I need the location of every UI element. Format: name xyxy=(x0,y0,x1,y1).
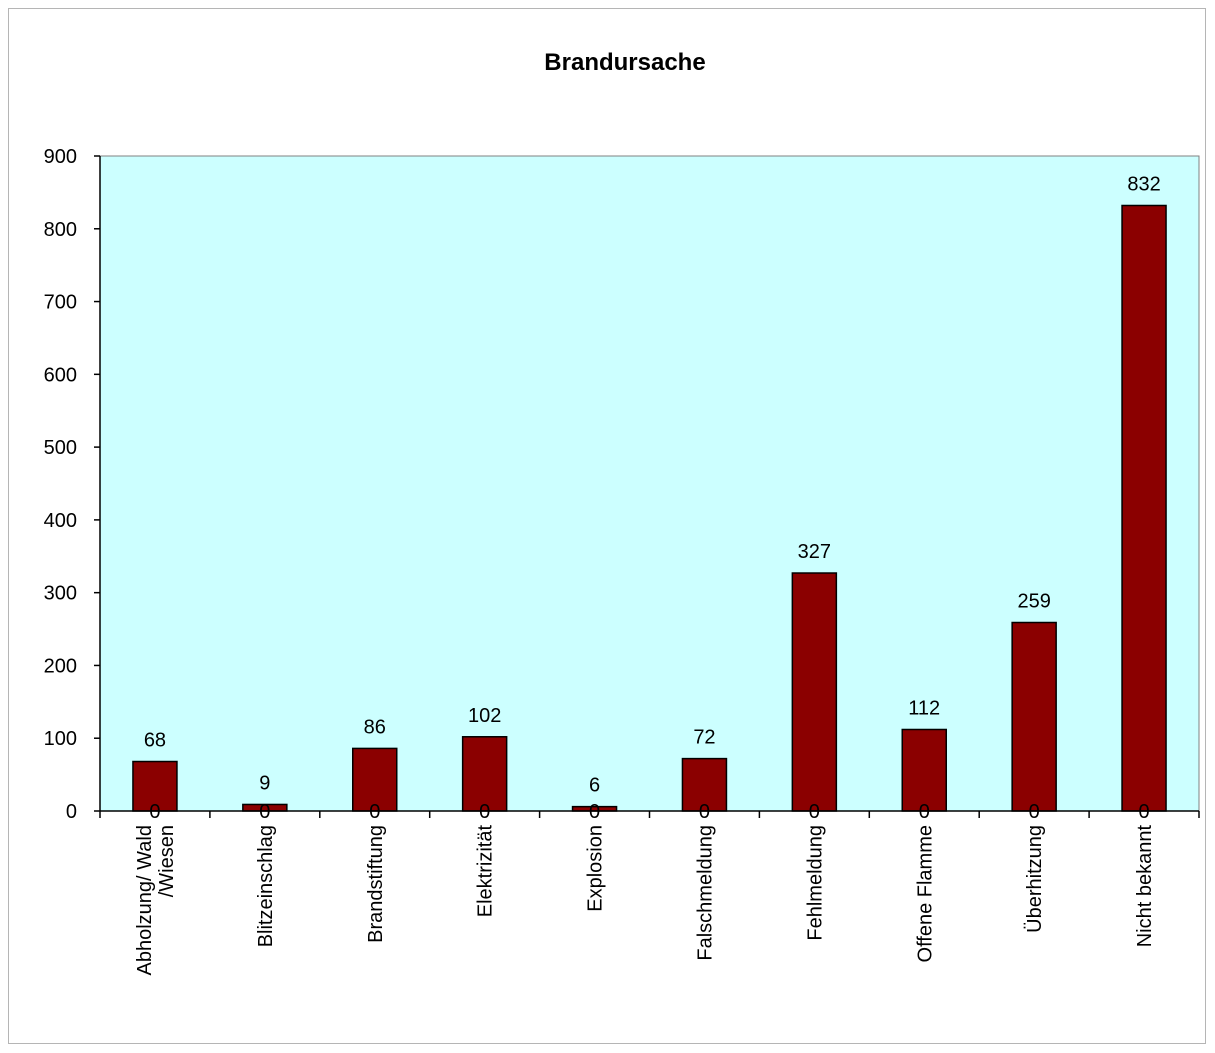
chart-title: Brandursache xyxy=(544,49,705,76)
bars xyxy=(132,204,1167,812)
bar xyxy=(352,747,398,812)
y-tick-label: 100 xyxy=(44,728,77,750)
bar xyxy=(791,572,838,812)
x-tick-label: Überhitzung xyxy=(1024,825,1046,933)
x-tick-label: Abholzung/ Wald xyxy=(134,825,156,975)
x-tick-label-group: Brandstiftung xyxy=(365,825,387,943)
data-label-series-2: 0 xyxy=(479,801,490,823)
data-label-series-2: 0 xyxy=(919,801,930,823)
data-label-series-2: 0 xyxy=(1138,801,1149,823)
x-tick-label: Offene Flamme xyxy=(914,825,936,962)
data-label-series-2: 0 xyxy=(259,801,270,823)
data-label: 86 xyxy=(364,716,386,738)
x-tick-label-group: Elektrizität xyxy=(475,825,497,918)
y-tick-label: 500 xyxy=(44,437,77,459)
y-tick-label: 400 xyxy=(44,510,77,532)
data-label: 9 xyxy=(259,772,270,794)
data-label-series-2: 0 xyxy=(699,801,710,823)
x-tick-label-group: Falschmeldung xyxy=(694,825,716,961)
x-tick-label-group: Blitzeinschlag xyxy=(255,825,277,947)
x-tick-label-group: Abholzung/ Wald/Wiesen xyxy=(134,825,178,975)
x-tick-label-group: Überhitzung xyxy=(1024,825,1046,933)
y-tick-label: 0 xyxy=(66,801,77,823)
bar xyxy=(1121,204,1167,812)
y-tick-label: 600 xyxy=(44,364,77,386)
data-label-series-2: 0 xyxy=(1029,801,1040,823)
x-tick-label-group: Fehlmeldung xyxy=(804,825,826,941)
x-tick-label-group: Explosion xyxy=(585,825,607,912)
data-label: 259 xyxy=(1017,591,1050,613)
y-tick-label: 900 xyxy=(44,146,77,168)
x-tick-label: Fehlmeldung xyxy=(804,825,826,941)
data-label: 68 xyxy=(144,730,166,752)
data-label-series-2: 0 xyxy=(369,801,380,823)
data-label: 327 xyxy=(798,541,831,563)
x-tick-label: Explosion xyxy=(585,825,607,912)
x-tick-label: /Wiesen xyxy=(156,825,178,897)
data-label-series-2: 0 xyxy=(149,801,160,823)
data-label: 72 xyxy=(693,727,715,749)
bar xyxy=(681,757,728,812)
data-label-series-2: 0 xyxy=(589,801,600,823)
x-tick-label-group: Offene Flamme xyxy=(914,825,936,962)
y-tick-label: 700 xyxy=(44,292,77,314)
y-tick-label: 200 xyxy=(44,655,77,677)
x-tick-label: Nicht bekannt xyxy=(1134,825,1156,948)
data-label: 102 xyxy=(468,705,501,727)
y-tick-label: 300 xyxy=(44,583,77,605)
data-label: 832 xyxy=(1127,173,1160,195)
bar xyxy=(461,736,508,812)
x-tick-label: Blitzeinschlag xyxy=(255,825,277,947)
data-label: 112 xyxy=(908,697,940,719)
x-tick-label: Elektrizität xyxy=(475,825,497,918)
data-label: 6 xyxy=(589,775,600,797)
data-label-series-2: 0 xyxy=(809,801,820,823)
x-tick-label: Brandstiftung xyxy=(365,825,387,943)
bar xyxy=(901,728,947,812)
y-tick-label: 800 xyxy=(44,219,77,241)
x-tick-label-group: Nicht bekannt xyxy=(1134,825,1156,948)
bar xyxy=(1011,621,1057,812)
data-labels: 68 9 86 102 6 72 327 112 259 832 0 0 0 0 0 0 0 0 0 0 xyxy=(144,173,1161,823)
x-tick-label: Falschmeldung xyxy=(694,825,716,961)
